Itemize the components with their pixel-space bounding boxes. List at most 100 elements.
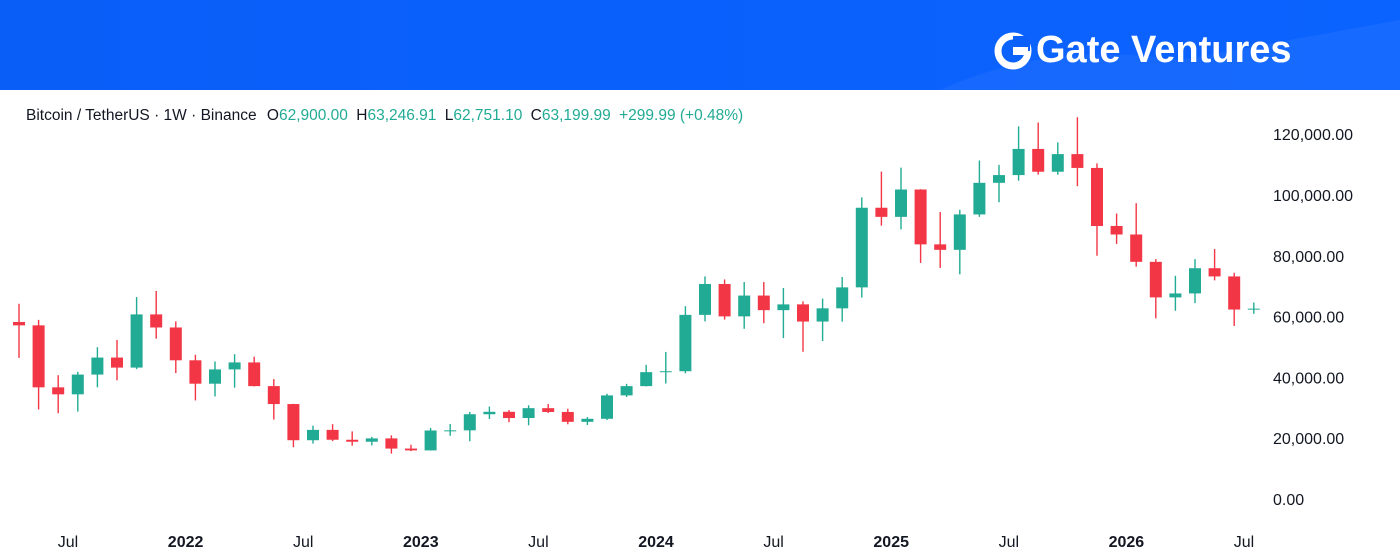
candle-body <box>1208 268 1221 277</box>
candle-body <box>267 386 280 405</box>
x-tick-label: Jul <box>528 534 548 551</box>
candle-body <box>71 374 84 395</box>
candle-body <box>405 448 417 451</box>
y-tick-label: 0.00 <box>1273 492 1304 509</box>
candle-body <box>248 362 261 387</box>
candle-body <box>150 314 163 328</box>
candle-body <box>522 408 535 419</box>
candle-body <box>1110 225 1123 235</box>
candle-body <box>1169 293 1182 298</box>
candle-body <box>463 414 476 431</box>
low-value: 62,751.10 <box>453 107 522 124</box>
high-value: 63,246.91 <box>367 107 436 124</box>
candle-body <box>620 386 633 396</box>
candle-body <box>209 369 221 384</box>
candle-body <box>718 284 731 317</box>
candle-body <box>542 408 555 412</box>
candle-body <box>973 182 986 215</box>
candle-body <box>346 439 359 442</box>
brand-logo <box>994 32 1032 70</box>
candle-body <box>91 357 104 375</box>
candle-body <box>189 360 202 384</box>
y-tick-label: 40,000.00 <box>1273 370 1344 387</box>
candle-body <box>561 411 574 422</box>
candle-body <box>1228 276 1241 310</box>
open-label: O <box>267 107 279 124</box>
candle-body <box>32 325 45 388</box>
y-tick-label: 20,000.00 <box>1273 431 1344 448</box>
x-tick-label: 2025 <box>873 534 909 551</box>
x-tick-label: 2023 <box>403 534 439 551</box>
open-value: 62,900.00 <box>279 107 348 124</box>
candle-body <box>307 429 319 441</box>
ohlc-header: Bitcoin / TetherUS · 1W · Binance O62,90… <box>26 107 743 124</box>
candle-body <box>1032 148 1045 172</box>
x-tick-label: Jul <box>58 534 78 551</box>
candle-body <box>1247 308 1260 310</box>
x-tick-label: 2024 <box>638 534 674 551</box>
candle-body <box>326 429 339 440</box>
candle-body <box>601 395 613 419</box>
close-value: 63,199.99 <box>542 107 611 124</box>
x-tick-label: 2022 <box>168 534 204 551</box>
candle-body <box>483 411 496 415</box>
candle-body <box>679 314 692 372</box>
candle-body <box>424 430 437 451</box>
header-banner <box>0 0 1400 90</box>
candle-body <box>934 244 947 250</box>
close-label: C <box>531 107 542 124</box>
candle-body <box>130 314 143 368</box>
candle-body <box>1130 234 1143 262</box>
y-tick-label: 80,000.00 <box>1273 249 1344 266</box>
y-tick-label: 60,000.00 <box>1273 310 1344 327</box>
candle-body <box>875 207 888 217</box>
candle-body <box>13 322 25 326</box>
brand-name: Gate Ventures <box>1036 29 1292 71</box>
low-label: L <box>445 107 454 124</box>
candle-body <box>169 327 182 361</box>
candle-body <box>855 207 868 288</box>
candle-body <box>287 404 300 441</box>
y-tick-label: 120,000.00 <box>1273 127 1353 144</box>
candle-body <box>993 175 1005 183</box>
candle-body <box>1149 261 1162 298</box>
candle-body <box>953 214 966 250</box>
candle-body <box>659 371 672 373</box>
symbol: Bitcoin / TetherUS · 1W · Binance <box>26 107 257 124</box>
change-value: +299.99 (+0.48%) <box>619 107 743 124</box>
candle-body <box>738 295 751 317</box>
candle-body <box>1091 167 1103 226</box>
candle-body <box>797 304 809 322</box>
plot-area: 0.00 20,000.00 40,000.00 60,000.00 80,000.00… <box>13 117 1353 551</box>
high-label: H <box>356 107 367 124</box>
candle-body <box>503 411 515 419</box>
candle-body <box>1051 154 1064 172</box>
candle-body <box>777 304 790 311</box>
candle-body <box>895 189 907 217</box>
candle-body <box>111 357 123 368</box>
candle-body <box>757 295 770 311</box>
candle-body <box>1071 154 1084 168</box>
candle-body <box>914 189 927 245</box>
candle-body <box>699 284 711 315</box>
banner-shape <box>940 20 1400 90</box>
candle-body <box>640 372 653 387</box>
candle-body <box>52 387 65 395</box>
candle-body <box>385 438 398 449</box>
candle-body <box>816 308 829 322</box>
x-tick-label: Jul <box>999 534 1019 551</box>
x-tick-label: 2026 <box>1109 534 1145 551</box>
x-tick-label: Jul <box>293 534 313 551</box>
candle-body <box>365 438 378 442</box>
y-tick-label: 100,000.00 <box>1273 188 1353 205</box>
x-tick-label: Jul <box>763 534 783 551</box>
x-tick-label: Jul <box>1234 534 1254 551</box>
candle-body <box>444 430 457 432</box>
candle-body <box>1012 148 1025 176</box>
candle-body <box>581 418 594 422</box>
candle-body <box>836 287 849 309</box>
candle-body <box>1189 268 1201 294</box>
candle-body <box>228 362 241 370</box>
